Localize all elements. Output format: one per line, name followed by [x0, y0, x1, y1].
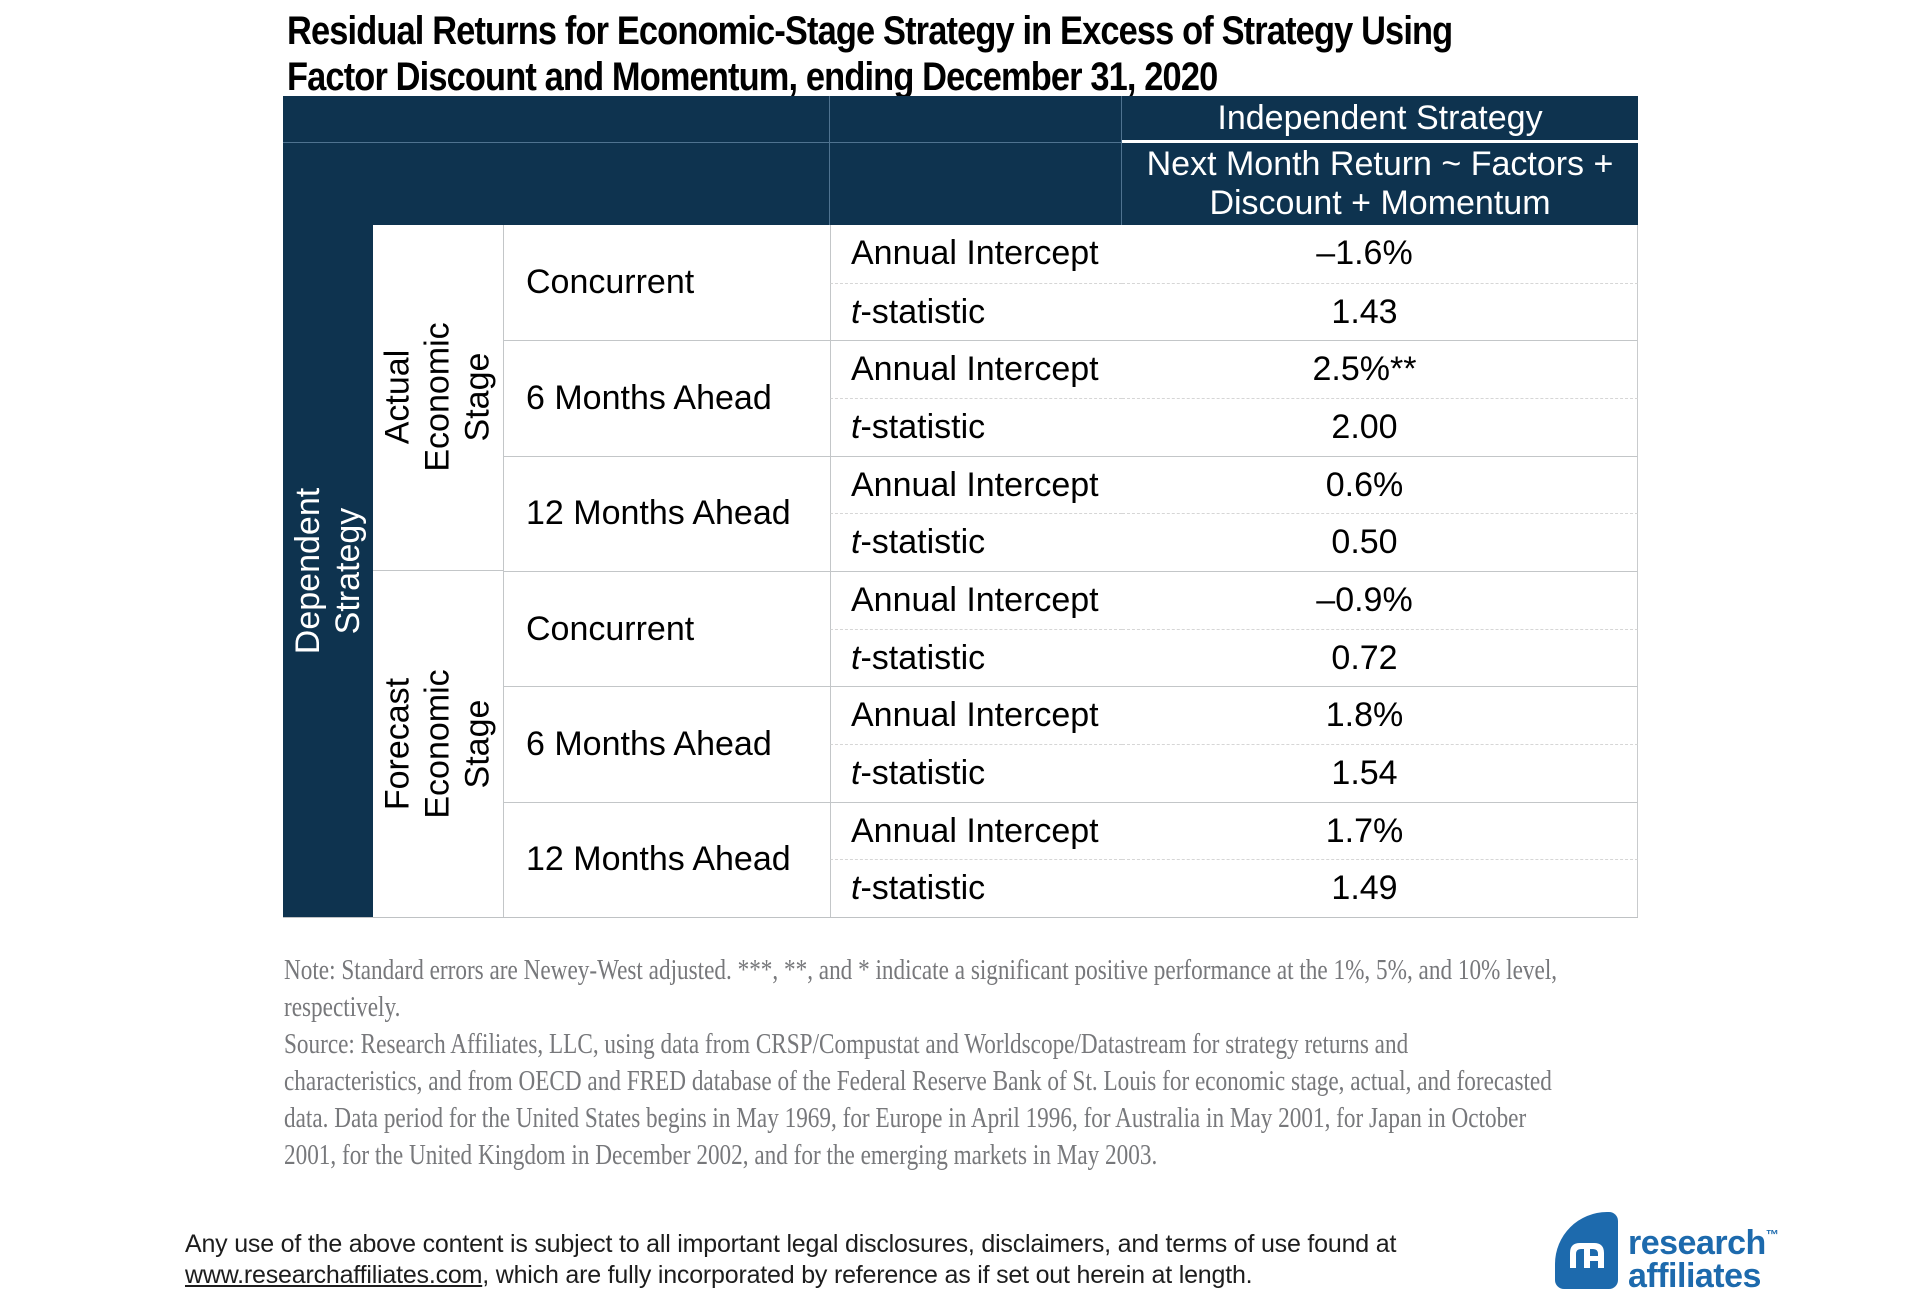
results-table: Independent Strategy Next Month Return ~…	[283, 96, 1638, 918]
dependent-strategy-label: Dependent Strategy	[289, 487, 367, 655]
metric-cell: t-statistic	[830, 282, 1122, 341]
value-cell: 1.54	[1122, 743, 1638, 802]
note-line: data. Data period for the United States …	[284, 1102, 1527, 1134]
metric-cell: t-statistic	[830, 513, 1122, 571]
horizon-cell: 6 Months Ahead	[503, 340, 830, 456]
note-line: 2001, for the United Kingdom in December…	[284, 1139, 1158, 1171]
stage-actual-label: Actual Economic Stage	[379, 322, 497, 473]
ra-logo-mark	[1555, 1212, 1618, 1289]
metric-cell: t-statistic	[830, 628, 1122, 687]
horizon-cell: Concurrent	[503, 225, 830, 341]
value-cell: 1.49	[1122, 859, 1638, 917]
horizon-cell: 12 Months Ahead	[503, 455, 830, 571]
horizon-cell: 12 Months Ahead	[503, 801, 830, 917]
metric-cell: Annual Intercept	[830, 225, 1122, 283]
note-line: Source: Research Affiliates, LLC, using …	[284, 1028, 1409, 1060]
trademark-symbol: ™	[1765, 1227, 1779, 1242]
ra-wordmark-line1: research™	[1628, 1224, 1779, 1262]
metric-cell: t-statistic	[830, 743, 1122, 802]
stage-actual-economic: Actual Economic Stage	[373, 225, 503, 571]
researchaffiliates-link[interactable]: www.researchaffiliates.com	[185, 1261, 483, 1289]
stage-forecast-economic: Forecast Economic Stage	[373, 571, 503, 917]
value-cell: 0.6%	[1122, 455, 1638, 514]
disclaimer-line2-rest: , which are fully incorporated by refere…	[482, 1261, 1253, 1289]
header-blank-mid-2	[830, 143, 1122, 225]
value-cell: 2.5%**	[1122, 340, 1638, 398]
ra-monogram-icon	[1569, 1242, 1604, 1268]
header-model-spec: Next Month Return ~ Factors + Discount +…	[1122, 143, 1638, 225]
horizon-cell: Concurrent	[503, 570, 830, 687]
header-independent-strategy: Independent Strategy	[1122, 96, 1638, 143]
disclaimer-line1: Any use of the above content is subject …	[185, 1230, 1397, 1258]
metric-cell: Annual Intercept	[830, 455, 1122, 514]
disclaimer-line2: www.researchaffiliates.com, which are fu…	[185, 1260, 1396, 1291]
note-line: Note: Standard errors are Newey-West adj…	[284, 954, 1558, 986]
row-axis-dependent-strategy: Dependent Strategy	[283, 225, 373, 917]
metric-cell: Annual Intercept	[830, 686, 1122, 744]
metric-cell: Annual Intercept	[830, 340, 1122, 398]
figure-title-line2: Factor Discount and Momentum, ending Dec…	[287, 55, 1218, 99]
metric-cell: t-statistic	[830, 859, 1122, 917]
value-cell: –0.9%	[1122, 570, 1638, 629]
research-affiliates-logo: research™ affiliates	[1555, 1212, 1779, 1293]
metric-cell: Annual Intercept	[830, 801, 1122, 860]
value-cell: 1.43	[1122, 282, 1638, 341]
value-cell: –1.6%	[1122, 225, 1638, 283]
header-blank-mid	[830, 96, 1122, 143]
stage-forecast-label: Forecast Economic Stage	[379, 669, 497, 819]
value-cell: 0.72	[1122, 628, 1638, 687]
value-cell: 1.8%	[1122, 686, 1638, 744]
header-blank-left	[283, 96, 830, 143]
value-cell: 2.00	[1122, 397, 1638, 456]
figure-title-line1: Residual Returns for Economic-Stage Stra…	[287, 9, 1453, 53]
value-cell: 0.50	[1122, 513, 1638, 571]
ra-logo-wordmark: research™ affiliates	[1628, 1212, 1779, 1293]
legal-disclaimer: Any use of the above content is subject …	[185, 1229, 1396, 1291]
note-line: characteristics, and from OECD and FRED …	[284, 1065, 1552, 1097]
note-line: respectively.	[284, 991, 401, 1023]
figure-title: Residual Returns for Economic-Stage Stra…	[287, 8, 1453, 100]
horizon-cell: 6 Months Ahead	[503, 686, 830, 802]
metric-cell: t-statistic	[830, 397, 1122, 456]
metric-cell: Annual Intercept	[830, 570, 1122, 629]
header-blank-left-2	[283, 143, 830, 225]
note-block: Note: Standard errors are Newey-West adj…	[284, 952, 1875, 1174]
value-cell: 1.7%	[1122, 801, 1638, 860]
ra-wordmark-line2: affiliates	[1628, 1257, 1761, 1295]
